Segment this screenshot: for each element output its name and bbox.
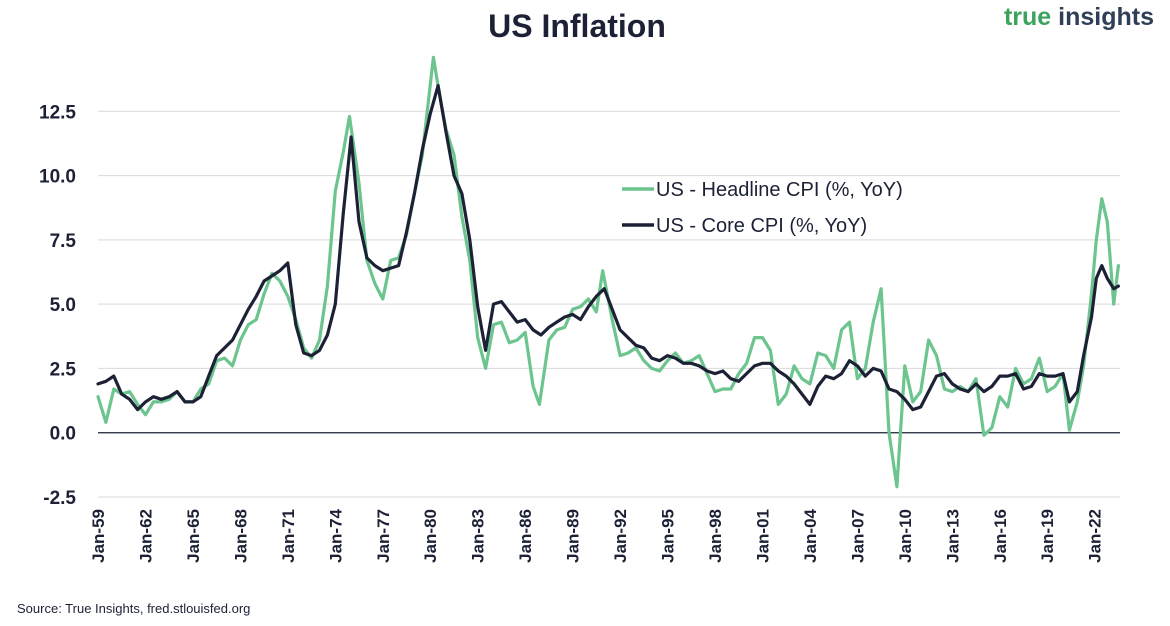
x-tick-label: Jan-19 (1038, 509, 1057, 563)
x-tick-label: Jan-98 (706, 509, 725, 563)
y-tick-label: 12.5 (39, 102, 76, 123)
y-tick-label: 2.5 (50, 359, 77, 380)
headline-cpi-line (96, 55, 1120, 489)
x-tick-label: Jan-65 (184, 509, 203, 563)
chart-title: US Inflation (488, 8, 666, 44)
x-tick-label: Jan-71 (279, 509, 298, 563)
x-tick-label: Jan-74 (326, 508, 345, 562)
x-tick-label: Jan-95 (659, 509, 678, 563)
x-tick-label: Jan-92 (611, 509, 630, 563)
x-axis-ticks: Jan-59 Jan-62 Jan-65 Jan-68 Jan-71 Jan-74 Jan-… (89, 508, 1105, 562)
y-tick-label: 0.0 (50, 424, 76, 445)
x-tick-label: Jan-77 (374, 509, 393, 563)
x-tick-label: Jan-68 (231, 509, 250, 563)
legend-label: US - Core CPI (%, YoY) (656, 215, 867, 237)
x-tick-label: Jan-07 (848, 509, 867, 563)
y-tick-label: 10.0 (39, 167, 76, 188)
x-tick-label: Jan-86 (516, 509, 535, 563)
core-cpi-line (96, 84, 1120, 412)
x-tick-label: Jan-13 (943, 509, 962, 563)
source-note: Source: True Insights, fred.stlouisfed.o… (17, 601, 251, 616)
brand-logo: true insights (1004, 3, 1154, 32)
y-axis-ticks: -2.5 0.0 2.5 5.0 7.5 10.0 12.5 (39, 102, 76, 509)
x-tick-label: Jan-22 (1086, 509, 1105, 563)
y-tick-label: 5.0 (50, 295, 76, 316)
series-lines (96, 55, 1120, 489)
y-tick-label: 7.5 (50, 231, 77, 252)
logo-word-insights: insights (1058, 3, 1154, 31)
x-tick-label: Jan-01 (753, 509, 772, 563)
line-chart: -2.50.02.55.07.510.012.5 Jan-59 Jan-62 Jan… (39, 55, 1120, 563)
x-tick-label: Jan-62 (136, 509, 155, 563)
x-tick-label: Jan-83 (469, 509, 488, 563)
x-tick-label: Jan-04 (801, 508, 820, 562)
x-tick-label: Jan-59 (89, 509, 108, 563)
x-tick-label: Jan-89 (564, 509, 583, 563)
legend: US - Headline CPI (%, YoY) US - Core CPI … (622, 179, 903, 237)
legend-label: US - Headline CPI (%, YoY) (656, 179, 903, 201)
x-tick-label: Jan-16 (991, 509, 1010, 563)
logo-word-true: true (1003, 3, 1052, 31)
y-tick-label: -2.5 (43, 488, 76, 509)
x-tick-label: Jan-10 (896, 509, 915, 563)
x-tick-label: Jan-80 (421, 509, 440, 563)
